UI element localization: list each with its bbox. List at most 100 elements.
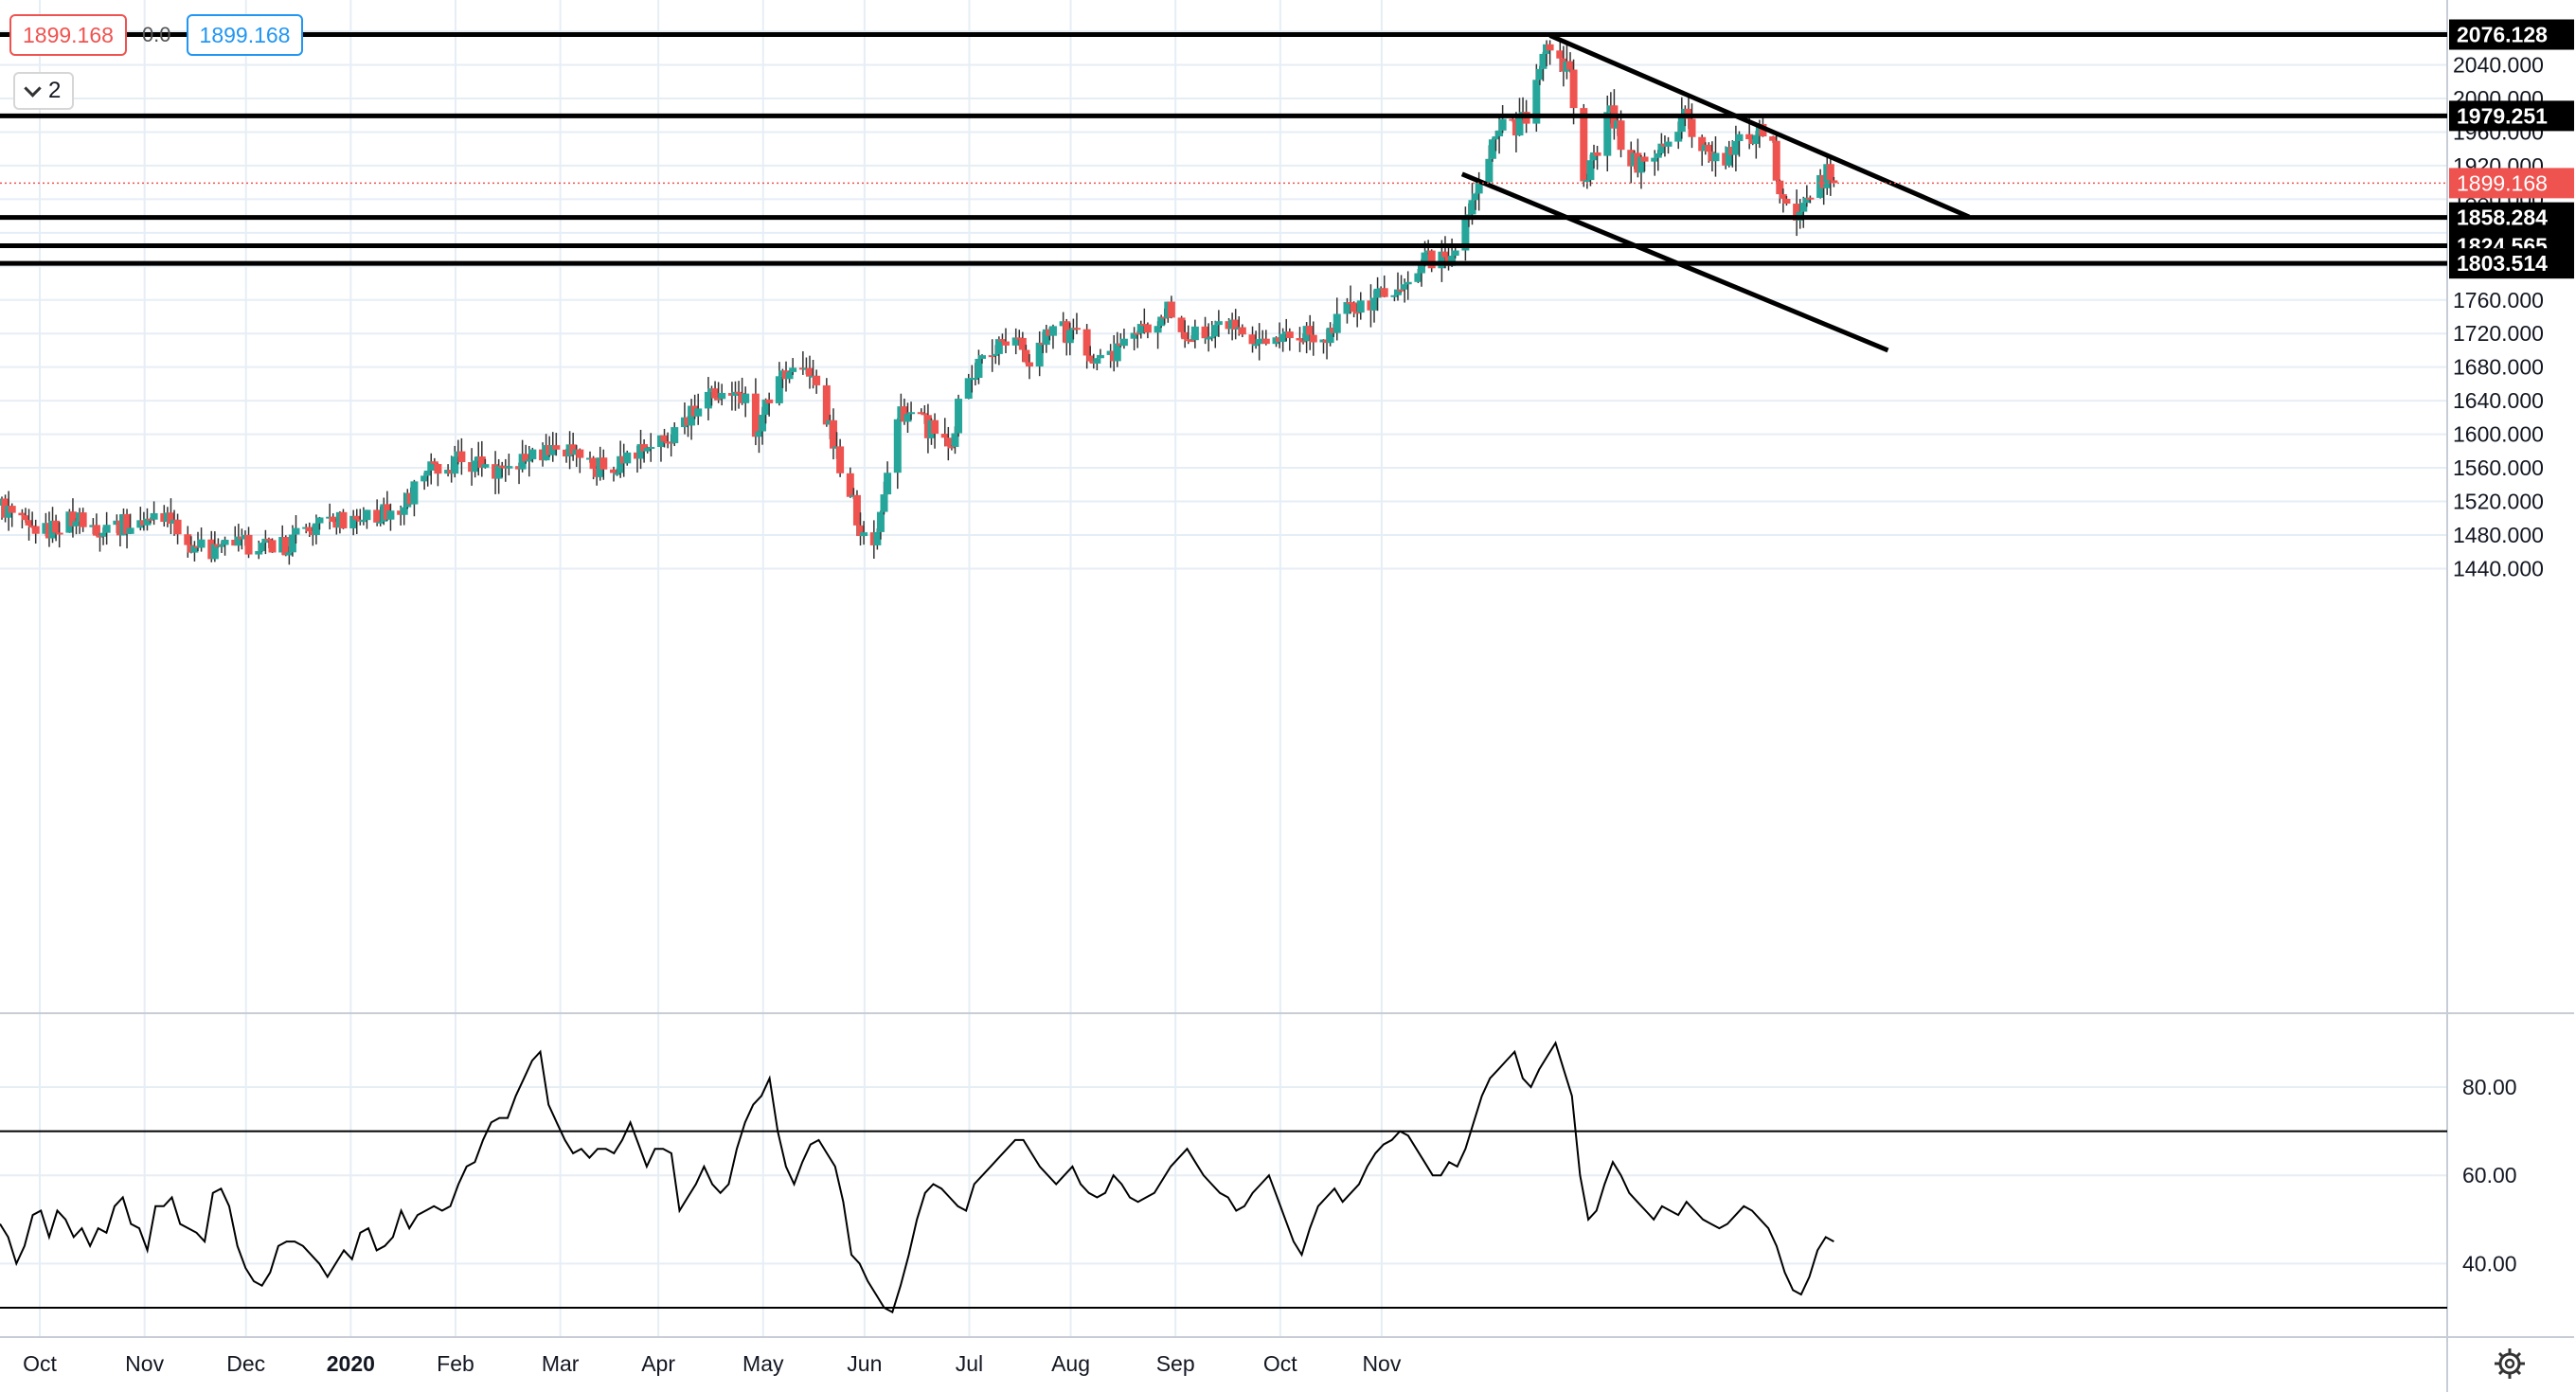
- candle-body: [1745, 134, 1754, 140]
- candle-body: [1438, 251, 1446, 269]
- candle-body: [21, 515, 29, 521]
- candle-body: [1231, 319, 1240, 330]
- time-tick-label: Dec: [226, 1351, 265, 1376]
- candle-body: [217, 544, 225, 547]
- candle-body: [339, 511, 348, 528]
- candle-body: [1373, 288, 1382, 298]
- trendline[interactable]: [1460, 171, 1889, 353]
- candle-body: [1306, 326, 1315, 335]
- candle-body: [1205, 337, 1213, 340]
- candle-body: [660, 435, 669, 442]
- time-tick-label: Feb: [437, 1351, 474, 1376]
- candle-body: [1535, 68, 1544, 80]
- candle-body: [72, 521, 80, 526]
- candle-body: [1725, 147, 1733, 166]
- time-tick-label: Nov: [125, 1351, 164, 1376]
- price-tick-label: 1640.000: [2453, 388, 2544, 413]
- candle-body: [1143, 324, 1152, 333]
- candle-body: [434, 464, 442, 474]
- candle-body: [1086, 355, 1095, 362]
- indicators-toggle[interactable]: 2: [13, 72, 75, 110]
- candle-body: [873, 531, 882, 545]
- candle-body: [423, 470, 432, 476]
- candle-body: [947, 446, 956, 449]
- candle-body: [1048, 326, 1057, 336]
- sell-price-box[interactable]: 1899.168: [9, 14, 127, 56]
- candle-body: [1252, 344, 1261, 347]
- time-tick-label: Jun: [847, 1351, 882, 1376]
- candle-body: [1654, 152, 1662, 158]
- candle-body: [147, 518, 155, 521]
- candle-body: [1830, 180, 1838, 184]
- candle-body: [363, 509, 371, 521]
- candle-body: [813, 375, 821, 385]
- candle-body: [477, 456, 486, 468]
- candle-body: [312, 523, 320, 536]
- rsi-tick-label: 60.00: [2462, 1163, 2517, 1187]
- candle-body: [1299, 340, 1308, 343]
- candle-body: [1025, 362, 1033, 367]
- candle-body: [1279, 333, 1287, 343]
- price-level-lines[interactable]: [0, 32, 2447, 266]
- candle-body: [907, 412, 916, 415]
- candle-body: [305, 526, 313, 532]
- price-tick-label: 1600.000: [2453, 422, 2544, 447]
- candle-body: [1772, 140, 1780, 181]
- time-tick-label: Jul: [956, 1351, 983, 1376]
- settings-gear-icon[interactable]: [2495, 1348, 2525, 1379]
- candle-body: [1515, 116, 1524, 136]
- candle-body: [623, 452, 632, 464]
- candle-body: [420, 475, 429, 482]
- candle-body: [775, 376, 783, 403]
- indicator-count: 2: [48, 78, 62, 103]
- candle-body: [288, 534, 296, 553]
- candle-body: [998, 339, 1007, 342]
- candle-body: [1802, 197, 1811, 204]
- candle-body: [430, 461, 438, 465]
- price-legend: 1899.168 0.0 1899.168: [9, 14, 304, 56]
- candle-body: [1397, 289, 1405, 292]
- candle-body: [79, 512, 87, 527]
- candle-body: [1468, 200, 1476, 215]
- candle-body: [846, 473, 854, 497]
- candle-body: [1580, 108, 1588, 182]
- candle-body: [599, 457, 608, 470]
- candle-body: [1390, 294, 1399, 297]
- buy-price-box[interactable]: 1899.168: [186, 14, 304, 56]
- candle-body: [1799, 203, 1808, 212]
- candle-body: [1779, 194, 1787, 199]
- candle-body: [1401, 284, 1409, 290]
- candle-body: [8, 506, 16, 513]
- candle-body: [755, 431, 763, 437]
- candle-body: [1657, 143, 1666, 153]
- time-axis[interactable]: Oct Nov Dec 2020 Feb Mar Apr May Jun Jul Aug Sep Oct…: [23, 1351, 1402, 1376]
- candle-body: [1461, 217, 1470, 251]
- candle-body: [860, 532, 868, 537]
- time-tick-label: Aug: [1051, 1351, 1090, 1376]
- trendlines[interactable]: [1460, 33, 1971, 353]
- candle-body: [735, 391, 743, 394]
- candle-body: [1393, 289, 1402, 295]
- candle-body: [244, 534, 253, 555]
- candle-body: [880, 494, 888, 512]
- candle-body: [264, 538, 273, 541]
- price-tick-label: 1520.000: [2453, 490, 2544, 514]
- level-label-text: 1979.251: [2457, 103, 2548, 128]
- trendline[interactable]: [1548, 33, 1971, 220]
- candle-body: [893, 419, 902, 473]
- candle-body: [102, 525, 111, 533]
- price-axis[interactable]: 2040.0002000.0001960.0001920.0001880.000…: [2453, 53, 2544, 581]
- candle-body: [759, 415, 767, 432]
- candle-body: [167, 512, 175, 525]
- candle-body: [876, 511, 885, 532]
- rsi-series-line: [0, 1041, 1834, 1314]
- candle-body: [315, 517, 324, 524]
- candle-body: [1731, 140, 1740, 155]
- rsi-axis[interactable]: 80.00 60.00 40.00: [2462, 1075, 2517, 1276]
- time-tick-label: Nov: [1362, 1351, 1401, 1376]
- candle-body: [1532, 80, 1541, 124]
- candle-body: [1096, 354, 1104, 359]
- candle-body: [1065, 330, 1074, 344]
